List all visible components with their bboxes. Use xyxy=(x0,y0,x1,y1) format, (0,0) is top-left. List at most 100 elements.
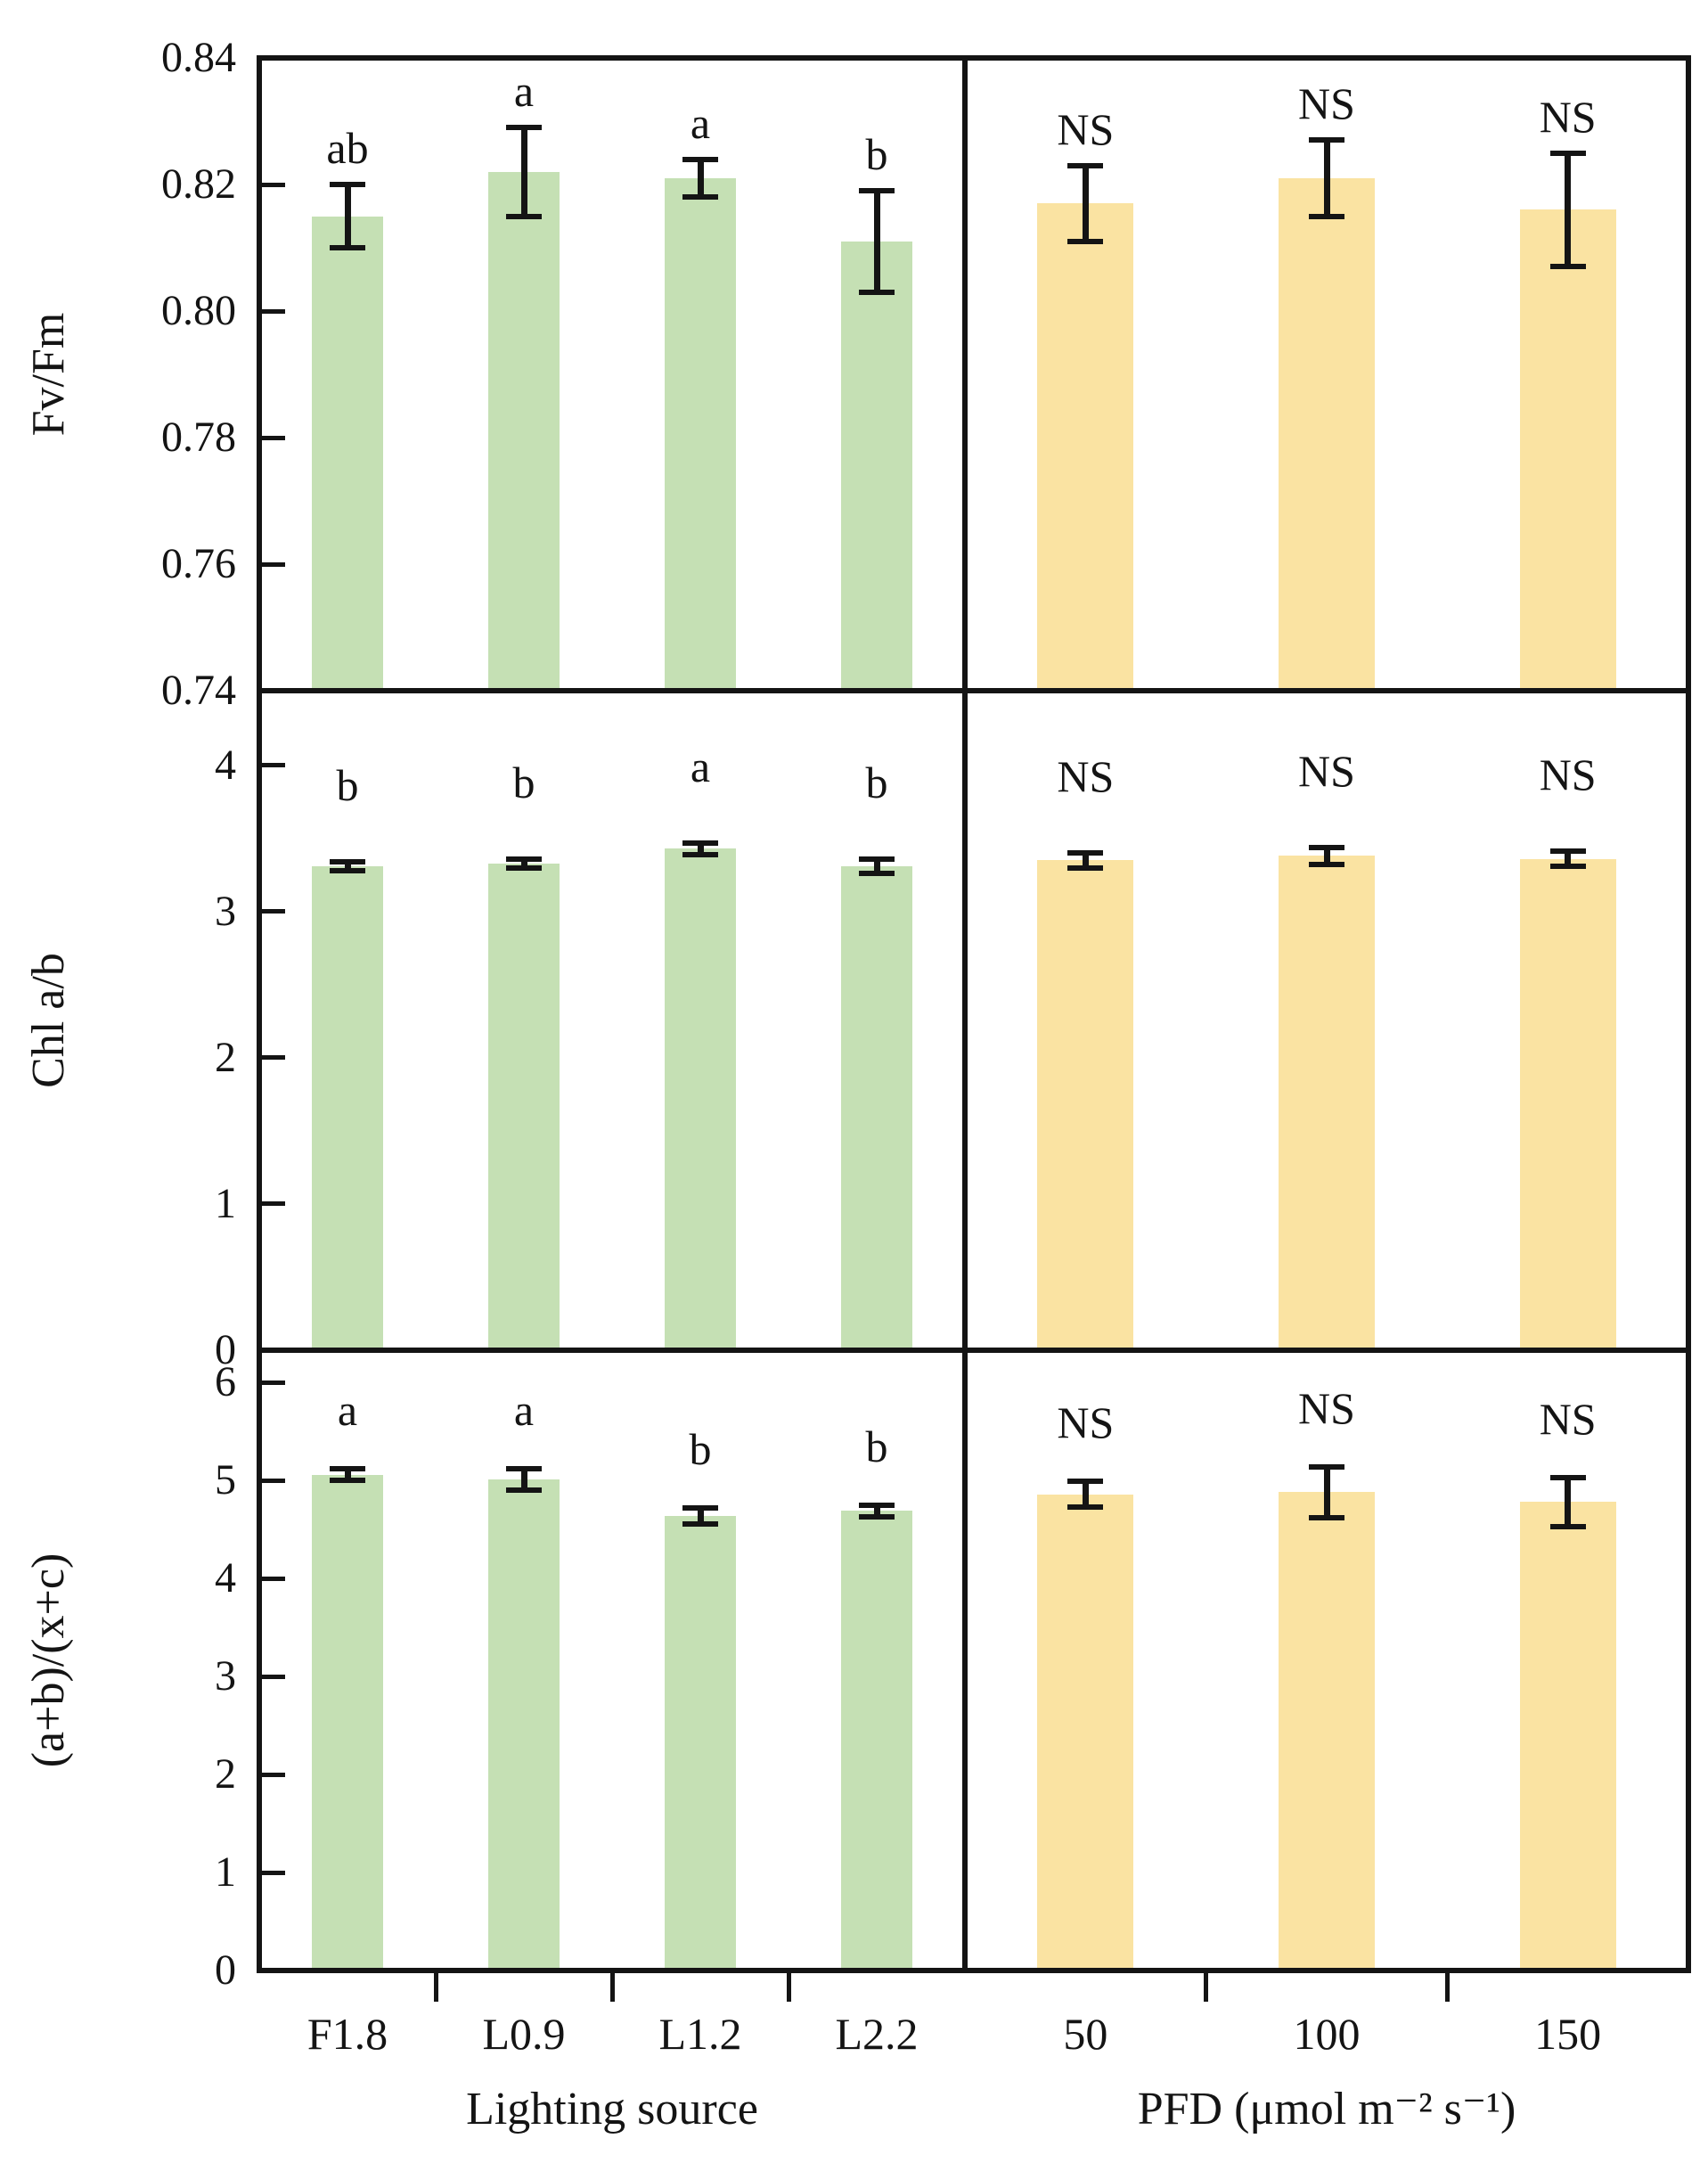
panel-border-horizontal xyxy=(257,1348,1691,1353)
y-axis-tick xyxy=(262,182,285,187)
bar-pfd-50 xyxy=(1037,860,1134,1350)
error-bar-cap-top xyxy=(1309,844,1344,850)
significance-label: b xyxy=(512,757,535,807)
y-axis-tick xyxy=(262,1674,285,1679)
error-bar-line xyxy=(873,1504,880,1517)
error-bar-line xyxy=(1323,847,1330,865)
error-bar-line xyxy=(1323,1466,1330,1518)
error-bar-cap-top xyxy=(1067,1479,1104,1485)
x-category-label: L1.2 xyxy=(658,2009,742,2059)
error-bar-cap-top xyxy=(682,840,718,846)
y-axis-tick-label: 0.74 xyxy=(161,667,236,714)
x-axis-tick xyxy=(1204,1973,1209,2002)
y-axis-tick xyxy=(262,1201,285,1207)
bar-lighting-L1.2 xyxy=(665,177,736,691)
error-bar-line xyxy=(697,842,704,855)
error-bar-cap-top xyxy=(859,856,895,862)
error-bar-line xyxy=(697,1508,704,1524)
error-bar-line xyxy=(344,861,351,871)
error-bar-cap-bottom xyxy=(859,1513,895,1520)
bar-lighting-L0.9 xyxy=(488,863,560,1350)
significance-label: b xyxy=(336,759,359,810)
y-axis-tick-label: 3 xyxy=(215,887,236,935)
y-axis-tick-label: 0.78 xyxy=(161,414,236,461)
y-axis-tick-label: 3 xyxy=(215,1652,236,1700)
error-bar-cap-bottom xyxy=(1067,864,1104,871)
bar-pfd-50 xyxy=(1037,1494,1134,1970)
y-axis-tick-label: 0 xyxy=(215,1326,236,1373)
error-bar-line xyxy=(344,184,351,248)
y-axis-tick xyxy=(262,763,285,768)
y-axis-tick-label: 0.76 xyxy=(161,540,236,587)
significance-label: NS xyxy=(1298,78,1355,129)
significance-label: a xyxy=(337,1385,358,1436)
panel-border-vertical xyxy=(1686,55,1691,1973)
error-bar-cap-top xyxy=(682,1505,718,1512)
bar-pfd-100 xyxy=(1279,1492,1375,1970)
error-bar-cap-bottom xyxy=(506,213,542,219)
error-bar-cap-top xyxy=(859,1502,895,1508)
error-bar-cap-top xyxy=(682,156,718,162)
bar-lighting-L2.2 xyxy=(841,1511,912,1970)
error-bar-line xyxy=(1565,1477,1572,1527)
error-bar-line xyxy=(1082,165,1089,242)
error-bar-cap-bottom xyxy=(1549,264,1586,270)
error-bar-cap-bottom xyxy=(330,1478,365,1484)
error-bar-cap-bottom xyxy=(682,851,718,857)
y-axis-tick-label: 0.80 xyxy=(161,287,236,334)
error-bar-cap-bottom xyxy=(859,289,895,295)
y-axis-tick xyxy=(262,1478,285,1483)
x-axis-title-pfd: PFD (μmol m⁻² s⁻¹) xyxy=(1137,2084,1516,2134)
significance-label: ab xyxy=(326,123,369,173)
x-category-label: 50 xyxy=(1063,2009,1108,2059)
bar-lighting-F1.8 xyxy=(312,216,383,691)
significance-label: NS xyxy=(1057,1397,1115,1448)
error-bar-cap-top xyxy=(1309,137,1344,143)
x-category-label: 100 xyxy=(1293,2009,1361,2059)
error-bar-cap-bottom xyxy=(682,194,718,201)
error-bar-cap-top xyxy=(1549,1474,1586,1480)
x-axis-tick xyxy=(1444,1973,1450,2002)
panel-border-horizontal xyxy=(257,1968,1691,1973)
panel-border-horizontal xyxy=(257,688,1691,693)
significance-label: NS xyxy=(1539,91,1597,142)
panel-border-vertical xyxy=(257,55,262,1973)
bar-lighting-L0.9 xyxy=(488,171,560,691)
y-axis-tick xyxy=(262,1055,285,1061)
y-axis-tick-label: 1 xyxy=(215,1848,236,1897)
error-bar-cap-top xyxy=(506,1466,542,1472)
bar-pfd-150 xyxy=(1519,858,1616,1350)
bar-lighting-F1.8 xyxy=(312,1474,383,1970)
x-axis-tick xyxy=(786,1973,791,2002)
significance-label: NS xyxy=(1298,1382,1355,1433)
y-axis-tick-label: 2 xyxy=(215,1033,236,1081)
error-bar-line xyxy=(1082,853,1089,868)
x-axis-tick xyxy=(433,1973,438,2002)
bar-lighting-L1.2 xyxy=(665,848,736,1350)
y-axis-tick-label: 5 xyxy=(215,1456,236,1504)
x-category-label: F1.8 xyxy=(306,2009,388,2059)
y-axis-tick xyxy=(262,561,285,567)
bar-lighting-L2.2 xyxy=(841,241,912,691)
significance-label: b xyxy=(689,1424,712,1475)
significance-label: NS xyxy=(1539,1393,1597,1444)
y-axis-tick-label: 0.84 xyxy=(161,34,236,81)
error-bar-cap-top xyxy=(859,188,895,194)
y-axis-tick xyxy=(262,1772,285,1777)
y-axis-tick xyxy=(262,435,285,440)
error-bar-cap-top xyxy=(330,858,365,864)
error-bar-line xyxy=(520,127,527,217)
significance-label: NS xyxy=(1539,750,1597,800)
error-bar-cap-bottom xyxy=(506,864,542,871)
error-bar-line xyxy=(1082,1481,1089,1507)
significance-label: a xyxy=(690,741,711,791)
error-bar-line xyxy=(873,858,880,874)
y-axis-tick xyxy=(262,1576,285,1581)
bar-lighting-F1.8 xyxy=(312,865,383,1350)
bar-pfd-100 xyxy=(1279,856,1375,1350)
y-axis-tick-label: 2 xyxy=(215,1750,236,1798)
error-bar-cap-bottom xyxy=(682,1520,718,1527)
y-axis-tick-label: 6 xyxy=(215,1358,236,1406)
error-bar-cap-top xyxy=(1067,162,1104,168)
